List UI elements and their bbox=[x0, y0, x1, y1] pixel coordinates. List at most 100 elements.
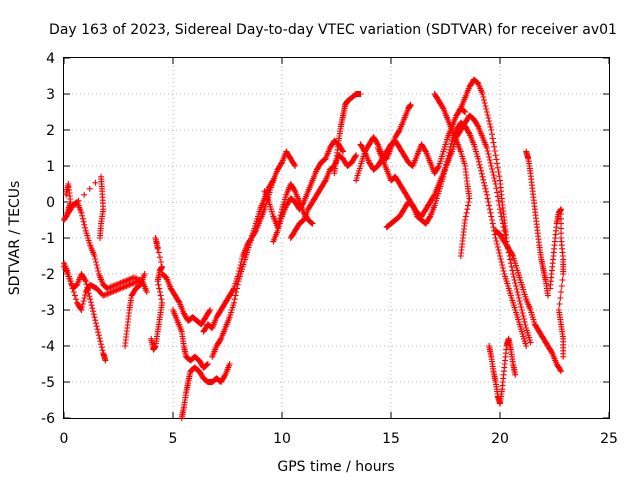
y-tick-label: 3 bbox=[46, 87, 55, 103]
grid-lines bbox=[64, 58, 609, 418]
data-point bbox=[69, 203, 76, 210]
data-point bbox=[497, 253, 503, 259]
data-point bbox=[487, 124, 494, 130]
series-trace-m bbox=[270, 137, 347, 245]
data-point bbox=[489, 131, 496, 138]
series-trace-d bbox=[63, 173, 107, 241]
data-point bbox=[494, 193, 501, 200]
data-point bbox=[486, 202, 493, 209]
data-point bbox=[489, 220, 496, 227]
data-point bbox=[462, 109, 469, 115]
data-point bbox=[82, 277, 89, 283]
data-point bbox=[489, 166, 496, 172]
data-point bbox=[93, 262, 100, 268]
data-point bbox=[226, 361, 233, 367]
data-point bbox=[92, 179, 99, 186]
data-point bbox=[71, 292, 78, 299]
data-point bbox=[94, 265, 101, 271]
data-point bbox=[75, 197, 82, 204]
data-point bbox=[308, 220, 315, 226]
data-point bbox=[485, 151, 492, 157]
data-point bbox=[446, 146, 453, 153]
data-point bbox=[67, 278, 74, 285]
data-point bbox=[141, 271, 148, 277]
data-point bbox=[556, 301, 563, 307]
data-point bbox=[509, 251, 516, 258]
data-point bbox=[514, 289, 521, 295]
data-point bbox=[557, 367, 564, 373]
data-point bbox=[68, 281, 75, 288]
series-trace-f bbox=[148, 235, 166, 353]
data-point bbox=[509, 267, 516, 274]
data-point bbox=[489, 169, 496, 175]
data-point bbox=[80, 298, 87, 304]
data-point bbox=[493, 185, 500, 192]
data-point bbox=[515, 295, 522, 301]
data-point bbox=[90, 311, 97, 318]
data-point bbox=[486, 121, 493, 127]
data-point bbox=[156, 285, 163, 292]
data-point bbox=[291, 161, 298, 168]
x-tick-label: 25 bbox=[600, 431, 618, 447]
data-point bbox=[80, 218, 87, 225]
data-point bbox=[72, 296, 79, 303]
data-point bbox=[560, 353, 567, 360]
data-point bbox=[492, 152, 499, 159]
data-point bbox=[442, 164, 449, 171]
series-trace-e bbox=[122, 271, 148, 349]
series-trace-t bbox=[431, 91, 473, 259]
series-trace-p bbox=[353, 101, 414, 184]
data-point bbox=[96, 235, 103, 241]
data-point bbox=[558, 283, 565, 289]
data-points bbox=[61, 76, 567, 421]
data-point bbox=[489, 217, 496, 223]
data-point bbox=[495, 197, 502, 204]
data-point bbox=[486, 206, 493, 213]
data-point bbox=[448, 140, 455, 147]
data-point bbox=[489, 135, 496, 142]
y-tick-label: 4 bbox=[46, 51, 55, 67]
data-point bbox=[481, 182, 488, 189]
series-trace-s bbox=[383, 119, 530, 349]
data-point bbox=[91, 314, 98, 321]
data-point bbox=[92, 259, 99, 265]
data-point bbox=[483, 106, 490, 112]
y-tick-label: 0 bbox=[46, 195, 55, 211]
data-point bbox=[92, 256, 99, 262]
data-point bbox=[98, 341, 105, 348]
data-point bbox=[491, 143, 498, 150]
data-point bbox=[461, 108, 468, 115]
data-point bbox=[462, 213, 469, 220]
data-point bbox=[488, 213, 495, 220]
data-point bbox=[515, 292, 522, 298]
data-point bbox=[463, 209, 470, 216]
data-point bbox=[520, 316, 527, 322]
data-point bbox=[353, 152, 360, 159]
x-tick-label: 10 bbox=[273, 431, 291, 447]
data-point bbox=[407, 101, 414, 108]
data-point bbox=[69, 285, 76, 292]
data-point bbox=[482, 185, 489, 192]
data-point bbox=[87, 299, 94, 306]
data-point bbox=[482, 103, 489, 109]
data-point bbox=[516, 298, 523, 304]
data-point bbox=[292, 163, 299, 169]
data-point bbox=[512, 280, 519, 286]
data-point bbox=[513, 286, 520, 292]
y-tick-label: -1 bbox=[41, 231, 55, 247]
y-tick-label: -3 bbox=[41, 303, 55, 319]
data-point bbox=[494, 189, 501, 196]
data-point bbox=[544, 292, 551, 299]
data-point bbox=[95, 268, 102, 274]
data-point bbox=[475, 158, 482, 165]
data-point bbox=[102, 357, 109, 364]
data-point bbox=[481, 97, 488, 103]
data-point bbox=[464, 206, 471, 213]
data-point bbox=[493, 238, 500, 244]
data-point bbox=[444, 155, 451, 162]
data-point bbox=[485, 115, 492, 121]
data-point bbox=[155, 249, 162, 256]
data-point bbox=[494, 160, 501, 167]
y-tick-label: -6 bbox=[41, 411, 55, 427]
data-point bbox=[484, 148, 491, 154]
